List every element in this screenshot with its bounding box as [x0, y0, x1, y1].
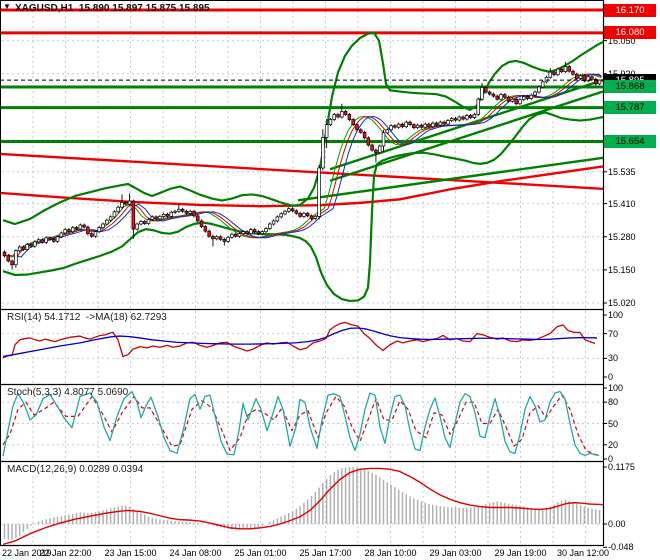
time-axis-label: 23 Jan 15:00	[104, 548, 157, 558]
macd-axis-label: -0.048	[608, 542, 634, 553]
macd-indicator-label: MACD(12,26,9) 0.0289 0.0394	[7, 464, 144, 475]
macd-histogram	[3, 467, 601, 540]
stochastic-indicator-label: Stoch(5,3,3) 4.8077 5.0690	[7, 387, 129, 398]
red-slow-ma	[0, 165, 604, 208]
candles	[2, 61, 602, 270]
stoch-axis-label: 100	[608, 383, 624, 393]
price-axis-label: 15.535	[608, 166, 636, 177]
time-axis-label: 25 Jan 17:00	[299, 548, 352, 558]
time-axis-label: 25 Jan 01:00	[234, 548, 287, 558]
time-axis-label: 30 Jan 12:00	[556, 548, 610, 558]
stoch-axis-label: 50	[608, 418, 619, 429]
price-axis-label: 15.020	[608, 298, 636, 308]
macd-signal-line	[2, 467, 604, 546]
price-badge: 15.654	[604, 134, 656, 148]
rsi-ma-line	[2, 327, 598, 358]
price-axis-label: 15.280	[608, 231, 636, 242]
macd-axis-label: 0.1175	[608, 462, 635, 472]
chart-symbol-icon: ▼	[3, 2, 11, 11]
green-channel-lower	[329, 90, 604, 182]
stoch-axis-label: 20	[608, 439, 619, 450]
rsi-axis-label: 30	[608, 353, 619, 364]
stoch-axis-label: 0	[608, 454, 614, 464]
price-badge: 15.787	[604, 101, 656, 115]
red-descending-trendline	[0, 152, 604, 191]
price-badge: 16.170	[604, 3, 656, 17]
time-axis-label: 22 Jan 2019	[2, 548, 52, 558]
price-axis-label: 15.150	[608, 264, 636, 275]
rsi-axis-label: 100	[608, 310, 624, 320]
green-ascending-trendline	[297, 156, 604, 202]
time-axis-label: 22 Jan 22:00	[39, 548, 92, 558]
time-axis-label: 24 Jan 08:00	[169, 548, 222, 558]
stoch-k-line	[2, 390, 600, 457]
time-axis-label: 29 Jan 19:00	[494, 548, 547, 558]
price-axis-label: 16.050	[608, 35, 636, 46]
price-badge: 16.080	[604, 26, 656, 40]
price-axis-label: 15.410	[608, 198, 636, 209]
rsi-axis-label: 0	[608, 372, 614, 382]
bollinger-upper	[2, 31, 604, 226]
stoch-d-line	[2, 394, 600, 457]
rsi-axis-label: 70	[608, 328, 619, 339]
rsi-indicator-label: RSI(14) 54.1712 ->MA(18) 62.7293	[7, 312, 167, 323]
time-axis-label: 28 Jan 10:00	[364, 548, 417, 558]
bollinger-lower	[2, 111, 604, 303]
chart-title: XAGUSD,H1 15.890 15.897 15.875 15.895	[15, 3, 210, 14]
time-axis-label: 29 Jan 03:00	[429, 548, 482, 558]
price-badge: 15.868	[604, 80, 656, 94]
macd-axis-label: 0.00	[608, 519, 626, 529]
stoch-axis-label: 80	[608, 397, 619, 408]
